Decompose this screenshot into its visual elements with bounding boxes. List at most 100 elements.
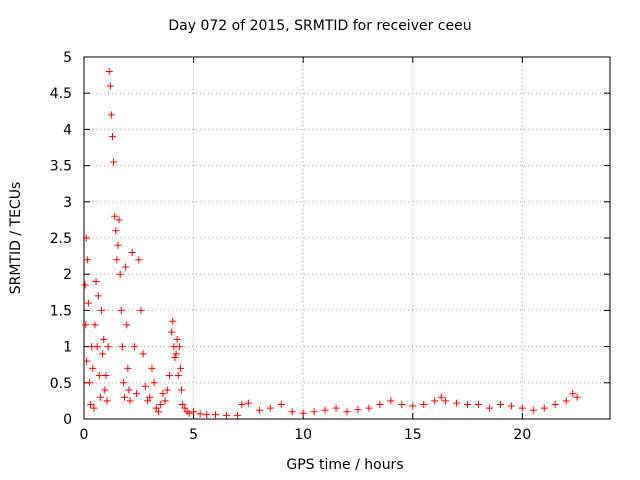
data-point xyxy=(310,408,318,416)
y-tick-label: 4 xyxy=(63,122,72,138)
data-point xyxy=(159,390,167,398)
data-point xyxy=(139,350,147,358)
data-point xyxy=(176,364,184,372)
data-point xyxy=(146,393,154,401)
data-point xyxy=(91,321,99,329)
data-point xyxy=(144,397,152,405)
data-point xyxy=(173,335,181,343)
data-point xyxy=(117,306,125,314)
data-point xyxy=(107,111,115,119)
data-point xyxy=(148,364,156,372)
data-point xyxy=(376,401,384,409)
data-point xyxy=(137,306,145,314)
x-axis-label: GPS time / hours xyxy=(286,457,404,473)
x-tick-label: 5 xyxy=(189,427,198,443)
data-point xyxy=(178,386,186,394)
data-point xyxy=(321,406,329,414)
data-point xyxy=(169,317,177,325)
data-point xyxy=(133,390,141,398)
y-tick-label: 1.5 xyxy=(50,303,72,319)
data-point xyxy=(168,328,176,336)
data-point xyxy=(551,401,559,409)
data-point xyxy=(104,343,112,351)
data-point xyxy=(84,299,92,307)
y-tick-label: 0 xyxy=(63,412,72,428)
data-point xyxy=(92,277,100,285)
data-point xyxy=(212,411,219,419)
data-point xyxy=(83,357,91,365)
data-point xyxy=(420,401,428,409)
data-point xyxy=(475,401,482,409)
data-point xyxy=(119,379,127,387)
data-point xyxy=(135,256,143,264)
plot-frame xyxy=(83,56,611,420)
y-tick-label: 4.5 xyxy=(50,86,72,102)
data-point xyxy=(518,404,526,412)
data-point xyxy=(165,372,173,380)
data-point xyxy=(82,321,90,329)
data-point xyxy=(150,379,158,387)
y-tick-label: 3 xyxy=(63,195,72,211)
data-point xyxy=(387,397,395,405)
data-point xyxy=(222,411,230,419)
data-point xyxy=(365,404,373,412)
data-point xyxy=(124,364,132,372)
data-point xyxy=(102,372,110,380)
data-point xyxy=(128,248,136,256)
data-point xyxy=(203,411,211,419)
data-point xyxy=(152,404,160,412)
data-point xyxy=(157,401,165,409)
data-point xyxy=(99,350,107,358)
y-tick-label: 2.5 xyxy=(50,231,72,247)
data-point xyxy=(343,408,351,416)
data-point xyxy=(114,241,122,249)
data-point xyxy=(496,401,504,409)
data-point xyxy=(175,343,183,351)
data-point xyxy=(453,399,461,407)
data-point xyxy=(81,281,89,289)
data-point xyxy=(172,350,180,358)
x-tick-label: 15 xyxy=(404,427,422,443)
data-point xyxy=(431,397,439,405)
data-point xyxy=(332,404,340,412)
data-point xyxy=(105,67,113,75)
data-point xyxy=(507,402,515,410)
data-point xyxy=(125,386,133,394)
data-point xyxy=(82,234,90,242)
data-point xyxy=(95,372,103,380)
data-point xyxy=(277,401,285,409)
data-point xyxy=(89,364,97,372)
data-point xyxy=(96,393,104,401)
data-point xyxy=(93,343,101,351)
y-tick-label: 2 xyxy=(63,267,72,283)
y-tick-label: 0.5 xyxy=(50,376,72,392)
data-point xyxy=(255,406,263,414)
data-point xyxy=(123,321,131,329)
data-point xyxy=(171,353,179,361)
data-point xyxy=(485,404,493,412)
data-point xyxy=(299,409,307,417)
data-point xyxy=(266,404,274,412)
x-tick-label: 20 xyxy=(513,427,531,443)
y-tick-label: 1 xyxy=(63,340,72,356)
data-point xyxy=(442,397,450,405)
data-point xyxy=(103,397,111,405)
data-point xyxy=(238,401,246,409)
data-point xyxy=(122,263,130,271)
data-point xyxy=(112,227,120,235)
data-point xyxy=(573,393,581,401)
data-point xyxy=(244,399,252,407)
data-point xyxy=(437,393,445,401)
data-point xyxy=(409,402,417,410)
y-tick-label: 5 xyxy=(63,50,72,66)
data-point xyxy=(130,343,138,351)
data-point xyxy=(354,406,362,414)
data-point xyxy=(185,409,193,417)
data-point xyxy=(190,408,198,416)
data-point xyxy=(196,410,204,418)
x-tick-label: 10 xyxy=(294,427,312,443)
data-point xyxy=(174,372,182,380)
data-point xyxy=(94,292,102,300)
data-point xyxy=(233,411,241,419)
